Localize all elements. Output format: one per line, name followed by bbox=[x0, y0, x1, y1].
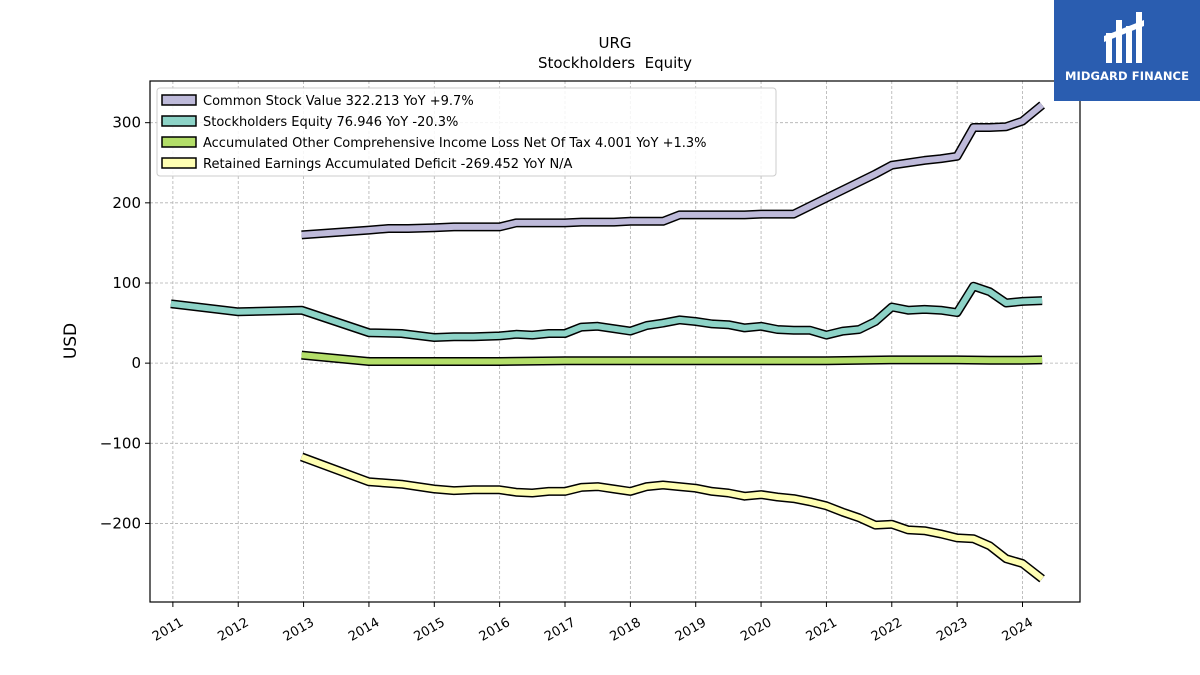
legend-label: Retained Earnings Accumulated Deficit -2… bbox=[203, 157, 573, 172]
x-tick-label: 2014 bbox=[346, 615, 382, 645]
series-line bbox=[170, 283, 1043, 341]
y-tick-label: 100 bbox=[112, 274, 141, 292]
y-tick-label: −100 bbox=[100, 434, 141, 452]
x-tick-label: 2018 bbox=[608, 615, 644, 645]
legend-label: Stockholders Equity 76.946 YoY -20.3% bbox=[203, 115, 458, 130]
x-tick-label: 2023 bbox=[934, 615, 970, 645]
legend-swatch bbox=[161, 94, 197, 106]
x-tick-label: 2013 bbox=[281, 615, 317, 645]
plot-frame bbox=[149, 80, 1081, 603]
series-line bbox=[300, 454, 1044, 582]
series-lines bbox=[170, 101, 1045, 583]
y-tick-label: 0 bbox=[131, 354, 141, 372]
legend: Common Stock Value 322.213 YoY +9.7% Stoc… bbox=[156, 87, 777, 177]
legend-label: Common Stock Value 322.213 YoY +9.7% bbox=[203, 94, 474, 109]
legend-swatch bbox=[161, 157, 197, 169]
x-tick-label: 2020 bbox=[738, 615, 774, 645]
x-tick-label: 2021 bbox=[804, 615, 840, 645]
y-tick-label: 200 bbox=[112, 194, 141, 212]
legend-swatch bbox=[161, 136, 197, 148]
x-tick-label: 2012 bbox=[215, 615, 251, 645]
x-tick-label: 2011 bbox=[150, 615, 186, 645]
midgard-logo-icon bbox=[1104, 12, 1144, 63]
x-tick-label: 2019 bbox=[673, 615, 709, 645]
x-tick-label: 2024 bbox=[1000, 615, 1036, 645]
y-axis-ticks: 300 200 100 0 −100 −200 bbox=[100, 114, 150, 532]
x-axis-ticks: 2011 2012 2013 2014 2015 2016 2017 2018 2019 2020… bbox=[150, 602, 1036, 645]
logo-text: MIDGARD FINANCE bbox=[1064, 69, 1190, 83]
chart-subtitle: Stockholders Equity bbox=[538, 54, 692, 72]
x-tick-label: 2016 bbox=[477, 615, 513, 645]
x-tick-label: 2017 bbox=[542, 615, 578, 645]
legend-label: Accumulated Other Comprehensive Income L… bbox=[203, 136, 707, 151]
legend-swatch bbox=[161, 115, 197, 127]
y-tick-label: −200 bbox=[100, 514, 141, 532]
series-line bbox=[301, 102, 1045, 238]
x-tick-label: 2022 bbox=[869, 615, 905, 645]
chart-title: URG bbox=[598, 34, 631, 52]
legend-box bbox=[156, 87, 777, 177]
series-line bbox=[301, 352, 1043, 365]
series-line-outline bbox=[300, 452, 1045, 583]
midgard-finance-logo: MIDGARD FINANCE bbox=[1054, 0, 1200, 101]
y-axis-label: USD bbox=[61, 323, 81, 359]
y-tick-label: 300 bbox=[112, 114, 141, 132]
x-tick-label: 2015 bbox=[411, 615, 447, 645]
